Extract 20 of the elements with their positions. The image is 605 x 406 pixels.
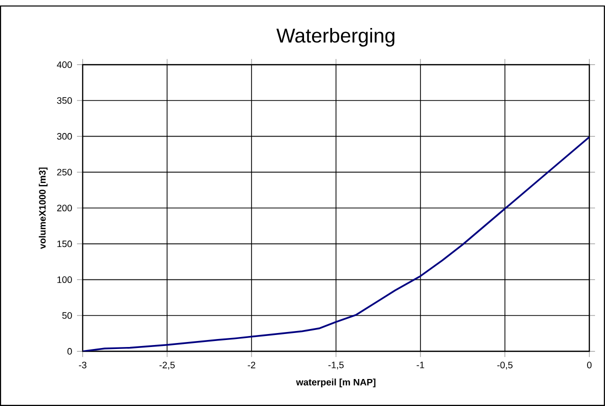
chart-title: Waterberging (276, 28, 394, 47)
y-tick-label: 150 (57, 240, 72, 248)
y-tick-label: 400 (56, 61, 72, 68)
y-tick-label: 100 (57, 276, 72, 283)
x-axis-title: waterpeil [m NAP] (296, 378, 376, 388)
y-tick-label: 200 (57, 204, 72, 212)
x-tick-label: -1,5 (328, 362, 344, 370)
y-tick-label: 0 (67, 348, 72, 355)
y-tick-label: 50 (62, 312, 72, 319)
y-axis-title: volumeX1000 [m3] (38, 168, 48, 249)
line-series (82, 136, 590, 352)
y-tick-label: 300 (57, 133, 72, 140)
x-tick-label: -1 (416, 362, 424, 368)
x-tick-label: -0,5 (497, 362, 513, 370)
x-tick-label: 0 (587, 362, 592, 368)
x-tick-label: -2 (248, 362, 256, 368)
x-tick-label: -3 (78, 362, 86, 368)
x-tick-label: -2,5 (159, 362, 175, 370)
y-tick-label: 250 (57, 168, 72, 176)
y-tick-label: 350 (57, 97, 72, 104)
